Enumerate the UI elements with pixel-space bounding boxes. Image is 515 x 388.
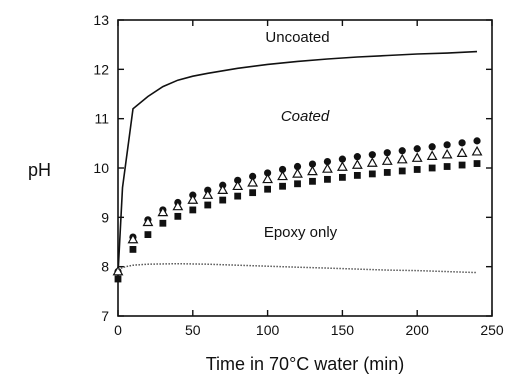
x-axis-label: Time in 70°C water (min) xyxy=(206,354,405,374)
y-axis-label: pH xyxy=(28,160,51,180)
data-point-circle xyxy=(293,162,302,171)
data-point-triangle xyxy=(292,168,303,178)
data-point-square xyxy=(368,170,376,178)
annotations: Uncoated Coated Epoxy only xyxy=(264,29,338,241)
axis-ticks: 0 50 100 150 200 250 7 8 9 10 11 12 13 xyxy=(93,12,503,338)
data-point-square xyxy=(398,167,406,175)
series-open-triangle xyxy=(112,145,483,276)
data-point-square xyxy=(279,182,286,190)
data-point-triangle xyxy=(202,189,214,199)
data-point-square xyxy=(219,196,227,204)
x-tick-label: 250 xyxy=(480,322,504,338)
data-point-triangle xyxy=(277,170,288,181)
data-point-square xyxy=(144,231,152,238)
data-point-circle xyxy=(413,145,421,153)
data-point-triangle xyxy=(112,265,124,276)
x-tick-label: 50 xyxy=(185,322,201,338)
series-square xyxy=(114,160,481,283)
data-point-circle xyxy=(323,157,332,166)
data-point-square xyxy=(189,206,197,214)
data-point-triangle xyxy=(172,200,184,211)
data-point-triangle xyxy=(142,216,154,227)
data-point-square xyxy=(264,185,271,193)
data-point-square xyxy=(294,180,301,188)
x-tick-label: 200 xyxy=(406,322,430,338)
annotation-label: Uncoated xyxy=(265,29,329,46)
data-point-triangle xyxy=(381,155,393,165)
data-point-circle xyxy=(353,153,361,161)
data-point-circle xyxy=(249,172,257,180)
data-point-square xyxy=(413,166,421,173)
data-point-square xyxy=(174,212,182,220)
y-tick-label: 11 xyxy=(94,111,109,127)
data-point-circle xyxy=(443,141,451,149)
data-point-triangle xyxy=(247,176,259,187)
data-point-circle xyxy=(428,143,436,151)
data-point-circle xyxy=(383,149,391,157)
data-point-triangle xyxy=(471,145,483,156)
data-point-square xyxy=(428,164,436,172)
data-point-triangle xyxy=(441,148,453,159)
data-point-circle xyxy=(234,176,242,184)
data-point-triangle xyxy=(217,184,229,194)
data-point-square xyxy=(383,169,391,176)
series-dotted-line xyxy=(117,262,478,274)
annotation-label: Epoxy only xyxy=(264,224,338,241)
data-point-square xyxy=(204,201,212,209)
x-tick-label: 150 xyxy=(331,322,355,338)
series-layer xyxy=(112,50,483,283)
data-point-triangle xyxy=(426,150,438,160)
data-point-square xyxy=(339,173,346,181)
y-tick-label: 10 xyxy=(93,160,109,176)
y-tick-label: 13 xyxy=(93,12,109,28)
data-point-square xyxy=(309,177,316,185)
data-point-triangle xyxy=(366,157,378,167)
annotation-label: Coated xyxy=(281,108,330,125)
y-tick-label: 9 xyxy=(101,209,109,225)
data-point-triangle xyxy=(351,159,363,169)
data-point-triangle xyxy=(336,161,348,171)
data-point-circle xyxy=(278,165,287,174)
uncoated-line xyxy=(117,50,478,275)
data-point-square xyxy=(443,163,451,170)
series-solid-line xyxy=(117,50,478,275)
data-point-circle xyxy=(368,151,376,159)
data-point-circle xyxy=(458,139,466,147)
data-point-triangle xyxy=(456,147,468,157)
data-point-square xyxy=(159,219,167,227)
data-point-circle xyxy=(338,155,346,163)
data-point-triangle xyxy=(232,180,244,191)
data-point-square xyxy=(114,275,122,283)
data-point-square xyxy=(234,192,242,200)
data-point-square xyxy=(249,189,257,197)
data-point-square xyxy=(458,161,466,169)
data-point-square xyxy=(353,172,361,179)
y-tick-label: 12 xyxy=(93,61,109,77)
x-tick-label: 100 xyxy=(256,322,280,338)
data-point-triangle xyxy=(127,233,139,244)
data-point-triangle xyxy=(157,206,169,217)
data-point-circle xyxy=(473,137,481,145)
data-point-triangle xyxy=(411,152,423,162)
data-point-square xyxy=(324,175,331,183)
data-point-triangle xyxy=(187,194,199,204)
data-point-triangle xyxy=(262,173,274,184)
x-tick-label: 0 xyxy=(114,322,122,338)
data-point-square xyxy=(129,246,137,253)
y-tick-label: 8 xyxy=(101,259,109,275)
series-circle xyxy=(114,137,481,276)
data-point-circle xyxy=(264,169,272,177)
data-point-triangle xyxy=(396,153,408,164)
data-point-circle xyxy=(308,160,317,168)
epoxy-only-line xyxy=(117,262,478,274)
data-point-triangle xyxy=(307,165,318,176)
data-point-square xyxy=(473,160,481,167)
data-point-triangle xyxy=(322,163,333,173)
y-tick-label: 7 xyxy=(101,308,109,324)
data-point-circle xyxy=(398,147,406,155)
